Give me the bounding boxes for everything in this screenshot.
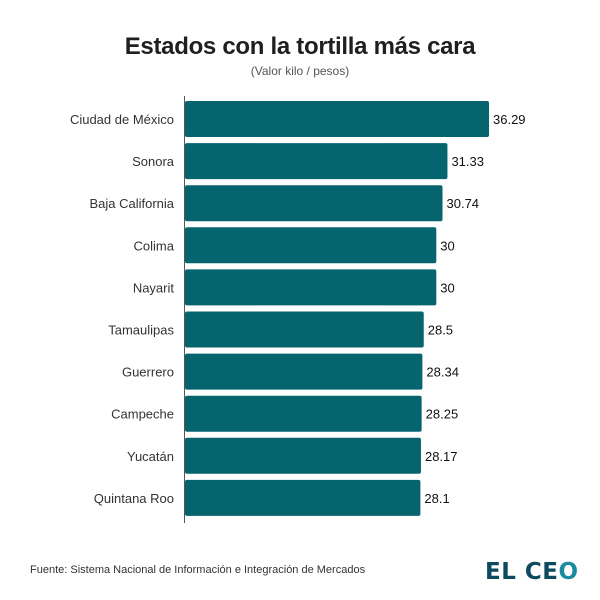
category-label: Yucatán: [127, 449, 174, 464]
value-label: 28.5: [428, 323, 453, 338]
bar: [185, 479, 421, 516]
bar: [185, 269, 437, 306]
bar: [185, 353, 423, 390]
bar: [185, 395, 422, 432]
value-label: 30: [440, 280, 454, 295]
bar: [185, 101, 489, 137]
chart-subtitle: (Valor kilo / pesos): [250, 64, 350, 78]
category-label: Tamaulipas: [108, 323, 174, 338]
category-label: Baja California: [89, 196, 174, 211]
logo-text: EL CE: [485, 559, 559, 585]
category-label: Quintana Roo: [94, 491, 174, 506]
value-label: 28.17: [425, 449, 458, 464]
category-label: Campeche: [111, 407, 174, 422]
category-label: Colima: [134, 238, 175, 253]
bar: [185, 437, 421, 474]
value-label: 30: [440, 238, 454, 253]
bar: [185, 311, 424, 348]
chart-title: Estados con la tortilla más cara: [124, 33, 476, 60]
value-label: 28.34: [426, 365, 459, 380]
category-label: Sonora: [132, 154, 175, 169]
el-ceo-logo: EL CEO: [485, 559, 579, 585]
value-label: 36.29: [493, 112, 526, 127]
category-label: Nayarit: [133, 280, 175, 295]
source-note: Fuente: Sistema Nacional de Información …: [30, 564, 366, 576]
category-label: Ciudad de México: [70, 112, 174, 127]
category-label: Guerrero: [122, 365, 174, 380]
bar: [185, 185, 443, 222]
value-label: 28.1: [424, 491, 449, 506]
value-label: 31.33: [451, 154, 484, 169]
bar: [185, 227, 437, 264]
logo-o-icon: O: [558, 559, 579, 585]
value-label: 30.74: [447, 196, 480, 211]
bar: [185, 143, 448, 180]
value-label: 28.25: [426, 407, 459, 422]
